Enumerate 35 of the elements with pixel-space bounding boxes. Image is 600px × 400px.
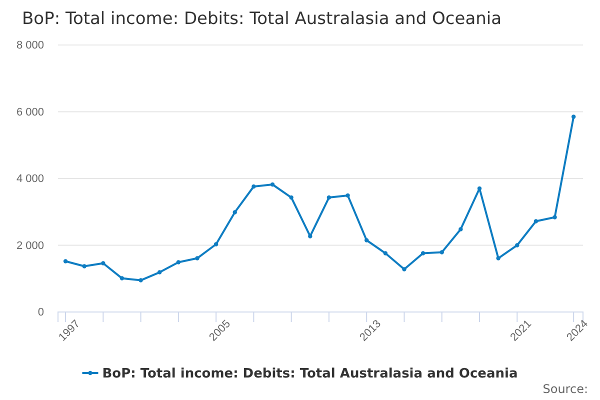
y-tick-label: 4 000	[16, 173, 44, 186]
source-note: Source:	[542, 382, 588, 396]
point	[496, 256, 500, 260]
legend-label: BoP: Total income: Debits: Total Australasia and Oceania	[102, 366, 518, 382]
point	[308, 234, 312, 238]
point	[176, 260, 181, 264]
y-tick-label: 2 000	[16, 240, 44, 252]
point	[402, 267, 406, 272]
point	[571, 114, 576, 119]
point	[214, 242, 218, 246]
point	[63, 259, 68, 264]
y-tick-label: 8 000	[16, 40, 44, 52]
point	[346, 193, 350, 198]
point	[458, 227, 463, 232]
point	[158, 270, 162, 274]
point	[101, 261, 106, 266]
point	[232, 210, 237, 214]
point	[195, 256, 200, 260]
point	[120, 276, 124, 280]
point	[383, 251, 388, 256]
point	[440, 250, 444, 254]
point	[534, 219, 538, 224]
point	[289, 195, 294, 200]
y-tick-label: 6 000	[16, 106, 44, 118]
point	[552, 215, 557, 220]
point	[270, 182, 275, 187]
chart-title: BoP: Total income: Debits: Total Australasia and Oceania	[22, 9, 502, 29]
point	[252, 184, 256, 189]
point	[364, 238, 369, 242]
y-tick-label: 0	[38, 306, 44, 319]
point	[326, 195, 332, 200]
point	[82, 264, 86, 268]
point	[515, 243, 520, 248]
point	[420, 251, 426, 256]
point	[138, 278, 143, 282]
